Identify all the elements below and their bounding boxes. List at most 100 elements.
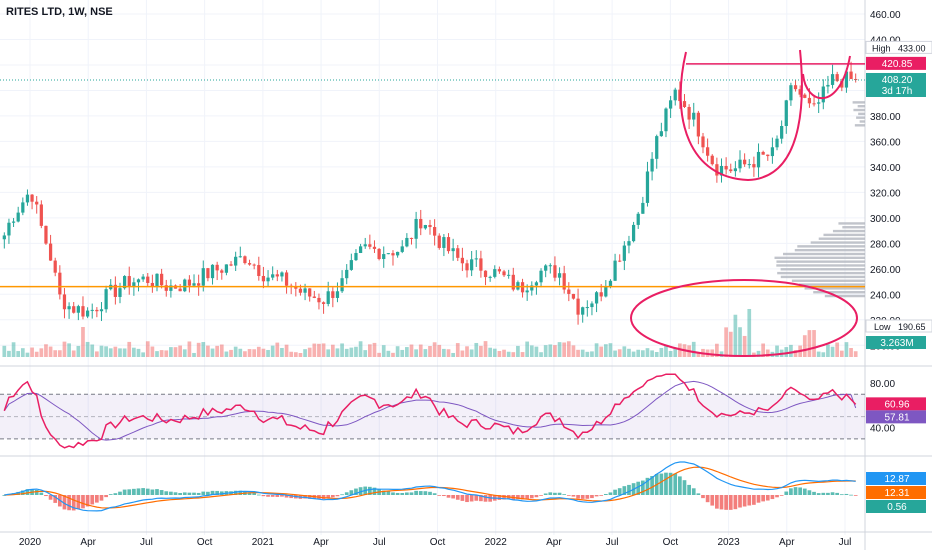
macd-histogram-bar (437, 495, 442, 496)
macd-histogram-bar (715, 495, 719, 509)
rsi-value-tag-bg (866, 397, 926, 411)
macd-histogram-bar (20, 490, 25, 495)
candle-body (692, 112, 696, 120)
volume-bar (636, 349, 641, 357)
volume-bar (761, 343, 765, 357)
candle-body (826, 84, 830, 87)
candle-body (160, 273, 164, 286)
macd-histogram-bar (127, 489, 132, 495)
candle-body (548, 265, 552, 267)
volume-bar (428, 346, 432, 357)
volume-bar (520, 352, 525, 357)
candle-body (465, 263, 469, 271)
macd-histogram-bar (372, 487, 377, 495)
candle-body (39, 204, 43, 226)
candle-body (451, 248, 455, 252)
volume-bar (640, 350, 645, 357)
volume-bar (650, 350, 654, 357)
time-tick-label: Oct (197, 537, 213, 548)
volume-bar (747, 308, 752, 357)
volume-bar (775, 345, 779, 357)
volume-bar (664, 345, 668, 357)
candle-body (178, 288, 182, 292)
macd-histogram-bar (95, 495, 99, 503)
volume-bar (534, 346, 539, 357)
volume-bar (437, 344, 442, 357)
candle-body (294, 286, 298, 289)
volume-bar (275, 342, 280, 357)
volume-bar (224, 351, 229, 357)
candle-body (238, 256, 242, 258)
volume-bar (182, 349, 187, 357)
volume-bar (270, 345, 275, 357)
macd-histogram-bar (691, 488, 696, 495)
candle-body (90, 309, 94, 311)
macd-histogram-bar (432, 493, 437, 495)
volume-bar (196, 342, 201, 357)
macd-value-tag: 12.87 (884, 474, 909, 485)
candle-body (261, 276, 266, 282)
price-tick-label: 240.00 (870, 290, 901, 301)
volume-bar (321, 343, 326, 357)
volume-bar (312, 343, 317, 357)
macd-histogram-bar (853, 495, 858, 496)
candle-body (641, 202, 645, 214)
candle-body (44, 225, 48, 244)
time-tick-label: Jul (839, 537, 852, 548)
candle-body (557, 273, 562, 278)
macd-histogram-bar (414, 490, 418, 495)
macd-histogram-bar (252, 493, 257, 495)
volume-bar (62, 341, 67, 357)
macd-histogram-bar (798, 487, 803, 495)
time-tick-label: 2022 (485, 537, 508, 548)
macd-histogram-bar (409, 492, 414, 495)
resistance-price-tag-bg (866, 56, 926, 70)
candle-body (372, 246, 377, 249)
rsi-ma-value-tag-bg (866, 410, 926, 424)
volume-profile-bar (777, 271, 865, 275)
macd-histogram-bar (48, 495, 53, 500)
macd-histogram-bar (266, 495, 270, 497)
candle-body (534, 282, 539, 286)
volume-bar (479, 345, 483, 357)
macd-histogram-bar (613, 489, 617, 495)
volume-bar (659, 347, 664, 357)
candle-body (835, 74, 839, 82)
candle-body (497, 269, 502, 272)
last-price-tag: 408.20 (882, 75, 913, 86)
volume-bar (252, 349, 257, 357)
volume-bar (543, 345, 548, 357)
time-tick-label: Apr (313, 537, 329, 548)
volume-bar (599, 346, 604, 357)
volume-bar (516, 345, 520, 357)
candle-body (275, 274, 279, 277)
macd-histogram-bar (608, 492, 613, 495)
macd-histogram-bar (16, 491, 21, 495)
candle-body (442, 237, 446, 248)
volume-bar (25, 352, 30, 357)
volume-bar (576, 349, 580, 357)
candle-body (146, 276, 150, 283)
macd-histogram-bar (192, 492, 196, 495)
volume-bar (330, 344, 335, 357)
volume-bar (548, 344, 553, 357)
volume-bar (159, 350, 164, 357)
volume-profile-bar (818, 237, 865, 240)
macd-histogram-bar (738, 495, 742, 508)
volume-bar (81, 327, 85, 357)
volume-bar (474, 342, 479, 357)
volume-bar (562, 342, 567, 357)
volume-profile-bar (776, 264, 865, 267)
volume-bar (719, 351, 724, 357)
candle-body (576, 298, 580, 315)
macd-histogram-bar (645, 477, 650, 495)
rsi-tick-label: 80.00 (870, 379, 895, 390)
macd-histogram-bar (113, 493, 118, 495)
volume-bar (53, 350, 58, 357)
cup-curve (679, 49, 803, 182)
volume-profile-bar (783, 252, 865, 256)
candle-body (525, 290, 529, 293)
volume-bar (645, 348, 650, 357)
volume-profile-bar (780, 268, 865, 271)
